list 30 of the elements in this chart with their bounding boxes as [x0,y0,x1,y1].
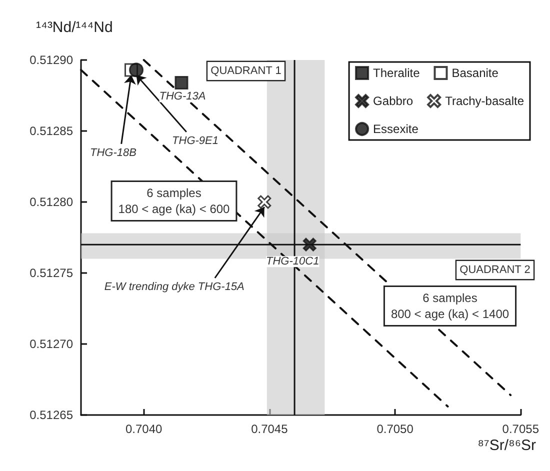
legend-label: Theralite [373,66,420,80]
legend-label: Gabbro [373,94,414,108]
x-tick-label: 0.7040 [125,422,162,436]
annotation: 6 samples 800 < age (ka) < 1400 [390,291,510,321]
point [258,195,272,209]
y-tick-label: 0.51270 [30,337,74,351]
x-tick-label: 0.7045 [251,422,288,436]
annotation: E-W trending dyke THG-15A [104,281,244,293]
y-axis-title: ¹⁴³Nd/¹⁴⁴Nd [36,19,113,36]
annotation: THG-9E1 [172,134,219,147]
point [302,238,316,252]
legend-label: Trachy-basalte [445,94,524,108]
annotation: THG-18B [90,146,136,159]
annotation: THG-13A [159,90,206,103]
annotation: THG-10C1 [266,256,320,268]
x-tick-label: 0.7050 [376,422,414,436]
annotation: QUADRANT 2 [460,264,530,276]
y-tick-label: 0.51290 [30,53,74,67]
y-tick-label: 0.51280 [30,195,74,209]
x-tick-label: 0.7055 [502,422,540,436]
legend-label: Basanite [452,66,499,80]
annotation: QUADRANT 1 [210,65,282,77]
annotation: 6 samples 180 < age (ka) < 600 [118,186,230,216]
y-tick-label: 0.51265 [30,408,74,422]
legend-label: Essexite [373,122,419,136]
y-tick-label: 0.51285 [30,124,74,138]
point [174,76,188,90]
x-axis-title: ⁸⁷Sr/⁸⁶Sr [478,437,536,454]
y-tick-label: 0.51275 [30,266,74,280]
point [129,62,144,78]
